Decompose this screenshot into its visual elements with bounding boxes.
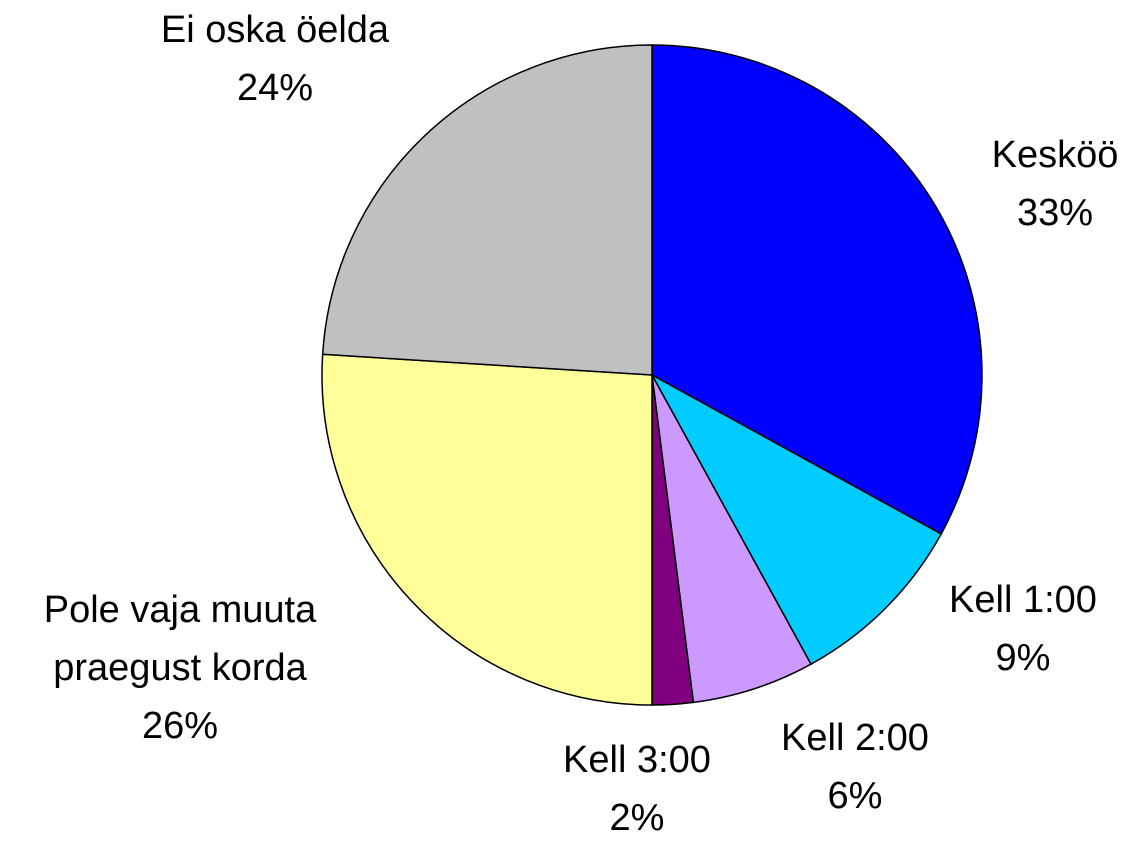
pie-slice [321,44,653,376]
pie-slice [321,353,653,706]
slice-label: Pole vaja muuta praegust korda 26% [10,581,350,755]
value-label: 33% [1016,192,1094,234]
category-label: Kesköö [991,134,1119,176]
value-label: 24% [236,67,314,109]
slice-label: Kesköö 33% [955,126,1136,242]
category-label: Pole vaja muuta praegust korda [43,589,317,689]
value-label: 9% [995,637,1051,679]
slice-label: Kell 1:00 9% [913,571,1133,687]
value-label: 6% [827,775,883,817]
pie-slice [651,374,812,704]
slice-label: Kell 2:00 6% [745,709,965,825]
value-label: 26% [141,705,219,747]
pie-slice [651,44,983,535]
value-label: 2% [609,797,665,839]
slice-label: Ei oska öelda 24% [115,1,435,117]
category-label: Ei oska öelda [160,9,390,51]
pie-slice [650,373,943,666]
category-label: Kell 2:00 [781,717,929,759]
slice-label: Kell 3:00 2% [527,731,747,847]
category-label: Kell 3:00 [563,739,711,781]
category-label: Kell 1:00 [949,579,1097,621]
